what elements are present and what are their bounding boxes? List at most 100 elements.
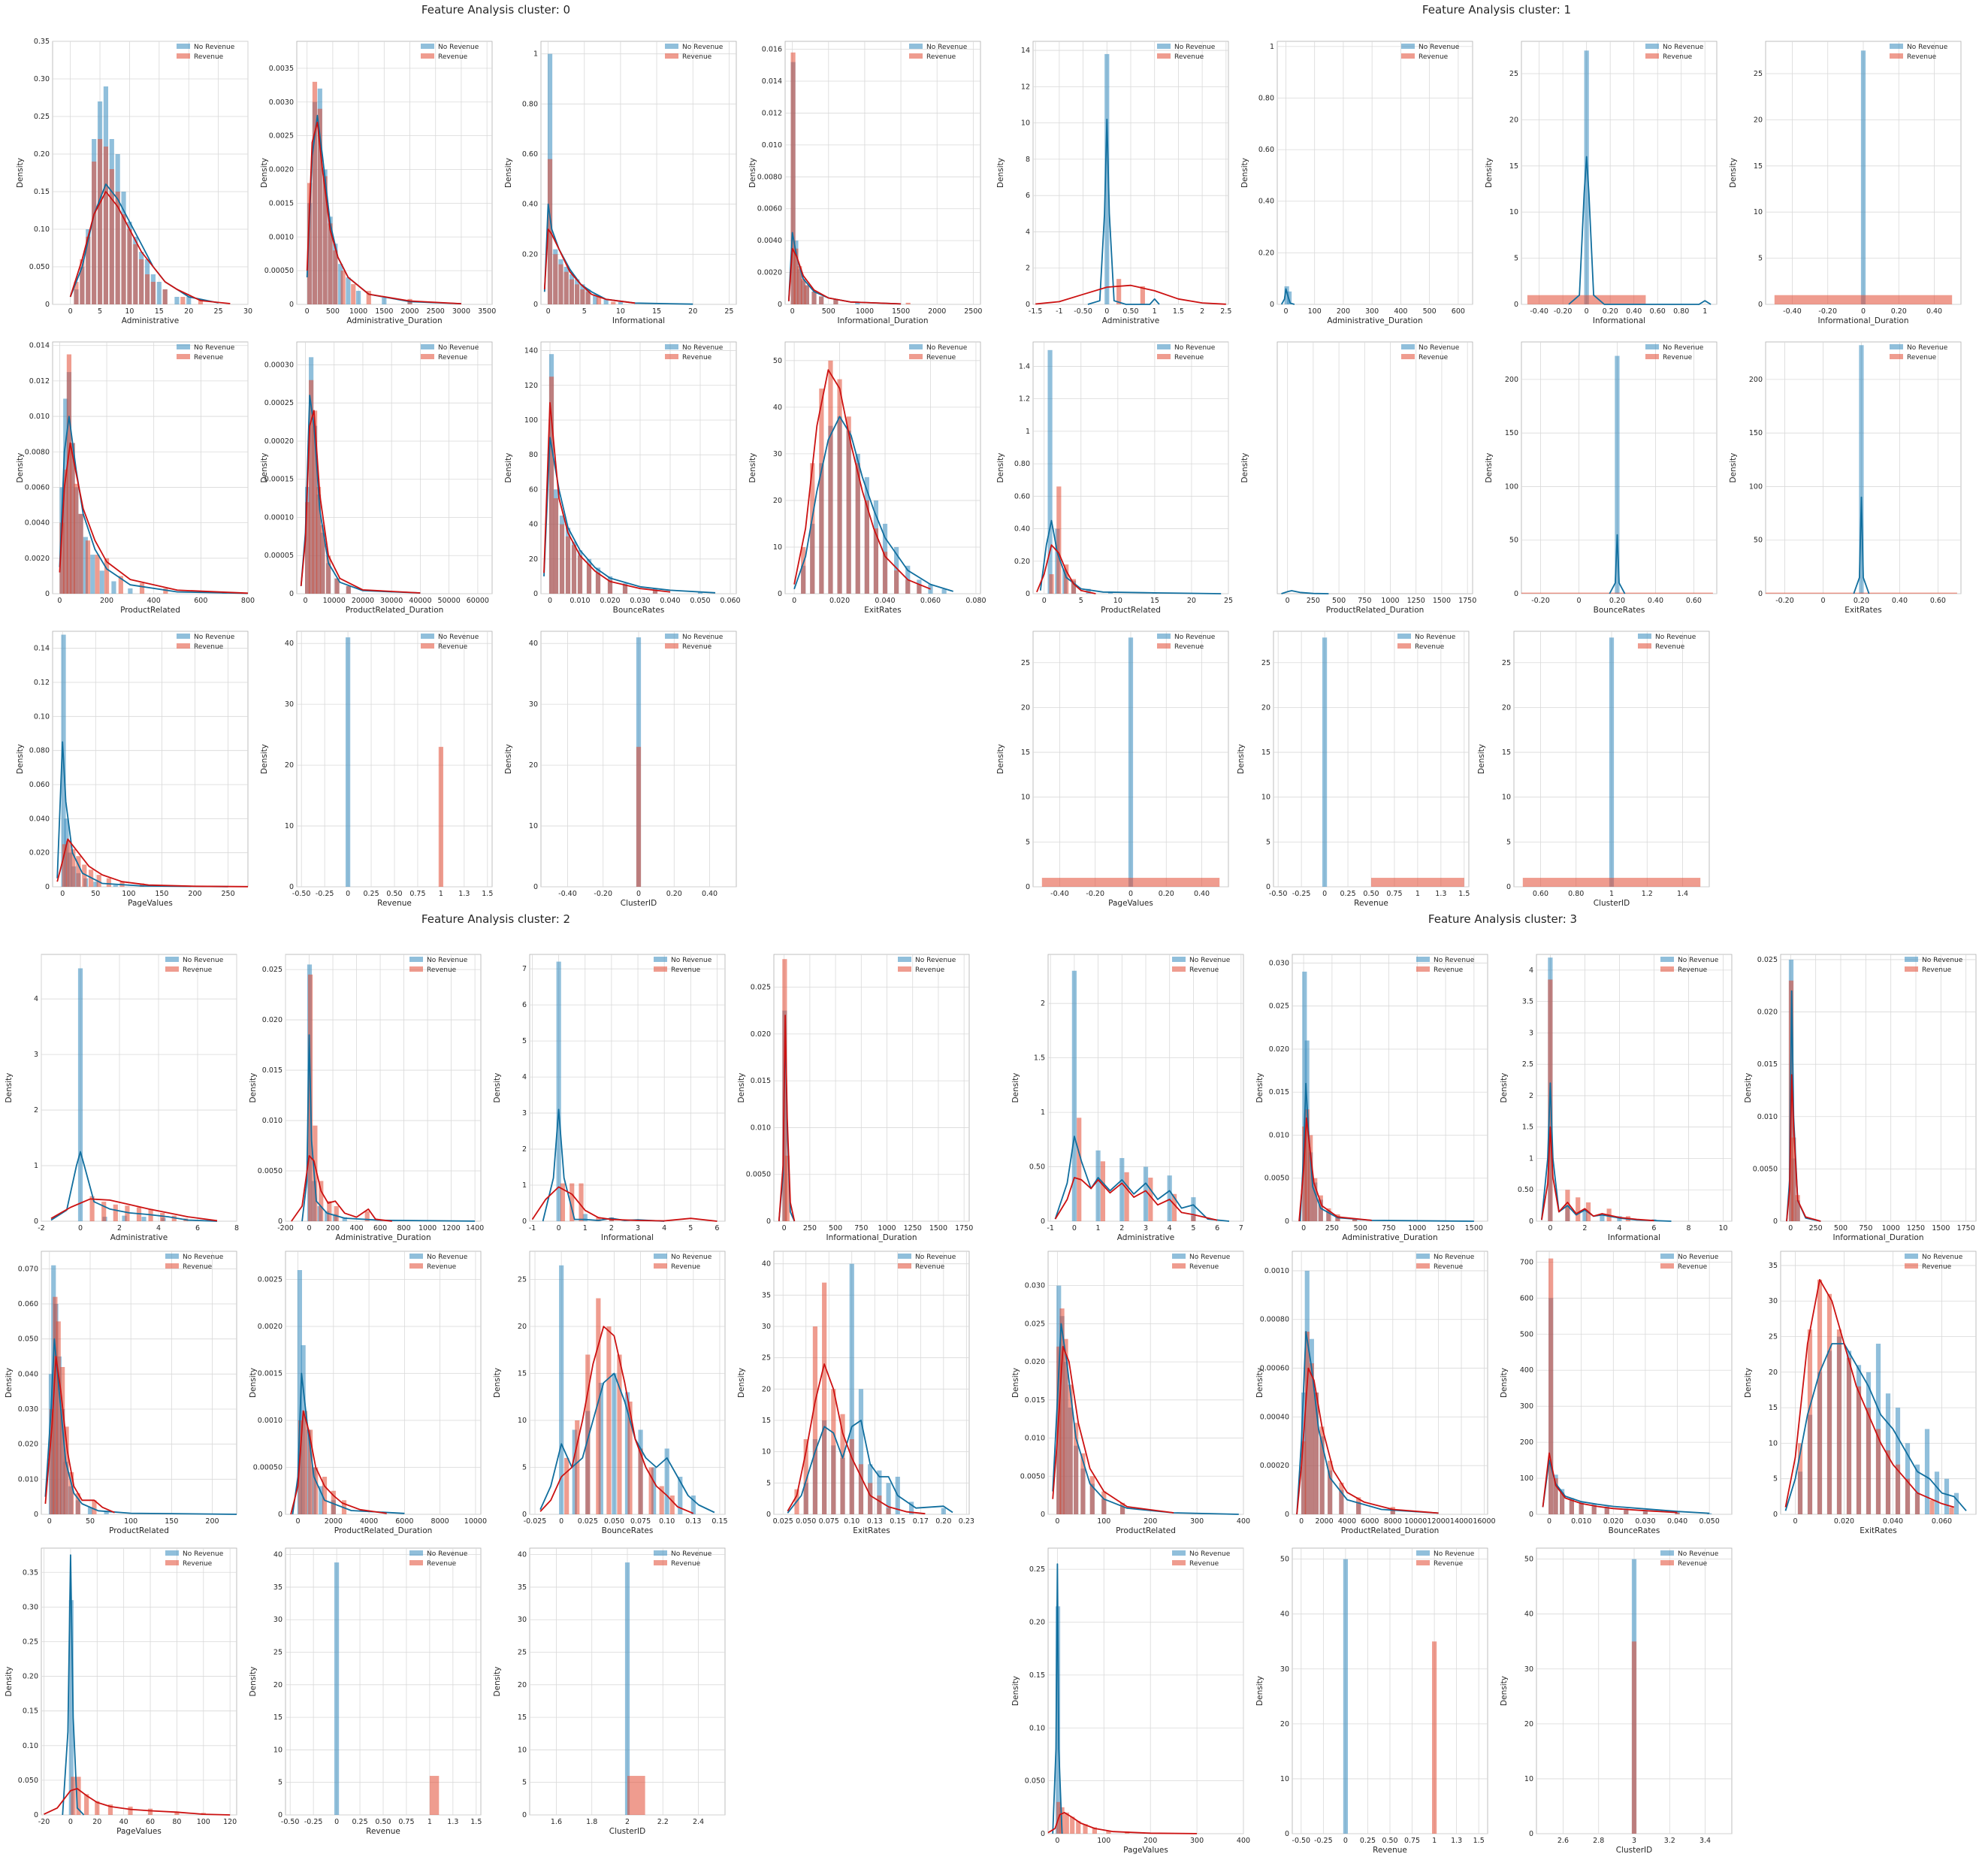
revenue-bar xyxy=(784,1155,790,1221)
revenue-bar xyxy=(82,864,87,887)
revenue-bar xyxy=(328,223,333,304)
x-tick-label: 8 xyxy=(234,1224,239,1232)
revenue-bar xyxy=(1675,1513,1680,1514)
revenue-bar xyxy=(1560,1493,1565,1514)
x-tick-label: 0 xyxy=(1128,890,1133,898)
y-tick-label: 0 xyxy=(522,1811,527,1819)
no-revenue-bar xyxy=(156,282,162,304)
x-tick-label: 8 xyxy=(1686,1224,1690,1232)
x-tick-label: 100 xyxy=(122,890,135,898)
no-revenue-legend-swatch xyxy=(909,344,923,349)
y-tick-label: 0.0050 xyxy=(1753,1165,1778,1173)
x-axis-label: Revenue xyxy=(1354,899,1388,908)
y-tick-label: 0.020 xyxy=(1269,1045,1289,1054)
x-tick-label: 1200 xyxy=(443,1224,461,1232)
x-tick-label: -200 xyxy=(277,1224,294,1232)
x-tick-label: 2 xyxy=(1200,307,1204,316)
y-tick-label: 0.10 xyxy=(34,712,50,721)
x-tick-label: 1000 xyxy=(856,307,874,316)
x-tick-label: 0.75 xyxy=(1386,890,1402,898)
legend: No Revenue Revenue xyxy=(409,957,468,974)
y-tick-label: 10 xyxy=(1280,1775,1289,1783)
no-revenue-bar xyxy=(556,961,561,1221)
revenue-legend-swatch xyxy=(409,1263,423,1269)
x-tick-label: 400 xyxy=(1394,307,1407,316)
x-tick-label: 1.3 xyxy=(458,890,470,898)
no-revenue-legend-swatch xyxy=(421,344,434,349)
y-tick-label: 20 xyxy=(518,1323,527,1331)
revenue-bar xyxy=(1905,1478,1911,1514)
revenue-bar xyxy=(63,469,68,594)
no-revenue-bar xyxy=(1895,1408,1901,1514)
no-revenue-legend-swatch xyxy=(1890,44,1903,49)
legend-label: No Revenue xyxy=(1189,1550,1231,1558)
y-tick-label: 0.80 xyxy=(522,100,538,108)
x-tick-label: -0.50 xyxy=(281,1818,300,1826)
y-tick-label: 3 xyxy=(1529,1029,1533,1037)
legend: No Revenue Revenue xyxy=(421,634,479,651)
no-revenue-legend-swatch xyxy=(1416,957,1430,962)
y-tick-label: 20 xyxy=(762,1385,771,1393)
x-tick-label: 1.5 xyxy=(1458,890,1470,898)
y-tick-label: 35 xyxy=(762,1291,771,1299)
no-revenue-legend-swatch xyxy=(898,957,911,962)
revenue-bar xyxy=(139,582,145,594)
legend-label: No Revenue xyxy=(1174,44,1216,51)
no-revenue-legend-swatch xyxy=(654,957,667,962)
legend-label: No Revenue xyxy=(1922,1254,1963,1261)
y-tick-label: 0 xyxy=(34,1511,38,1519)
y-tick-label: 0.25 xyxy=(1029,1565,1045,1574)
revenue-bar xyxy=(327,1201,332,1221)
revenue-kde-line xyxy=(1784,1278,1955,1508)
no-revenue-bar xyxy=(624,1392,630,1514)
no-revenue-kde-line xyxy=(543,437,716,594)
x-tick-label: 0.075 xyxy=(819,1517,839,1526)
y-axis-label: Density xyxy=(1240,453,1249,483)
y-tick-label: 0.010 xyxy=(751,1124,771,1132)
revenue-bar xyxy=(101,1202,107,1221)
y-tick-label: 0.40 xyxy=(522,201,538,209)
legend: No Revenue Revenue xyxy=(665,344,724,361)
x-tick-label: 0.050 xyxy=(604,1517,624,1526)
y-tick-label: 0 xyxy=(1026,590,1030,598)
x-tick-label: 10 xyxy=(1113,597,1122,605)
y-tick-label: 0.025 xyxy=(1757,956,1778,964)
legend-label: Revenue xyxy=(915,966,945,974)
x-tick-label: 500 xyxy=(829,1224,842,1232)
x-axis-label: ClusterID xyxy=(1594,899,1630,908)
no-revenue-bar xyxy=(186,297,192,304)
revenue-bar xyxy=(313,1125,318,1221)
legend-label: No Revenue xyxy=(1189,1254,1231,1261)
y-tick-label: 0.0025 xyxy=(269,132,294,141)
legend-label: Revenue xyxy=(1922,1263,1952,1271)
x-tick-label: 1250 xyxy=(1437,1224,1455,1232)
y-tick-label: 15 xyxy=(273,1713,282,1722)
x-tick-label: -0.20 xyxy=(1531,597,1550,605)
x-tick-label: 2000 xyxy=(400,307,418,316)
legend-label: No Revenue xyxy=(926,344,968,352)
revenue-bar xyxy=(325,555,331,594)
y-tick-label: 0.030 xyxy=(1025,1282,1045,1290)
x-axis-label: BounceRates xyxy=(613,606,665,615)
revenue-legend-swatch xyxy=(177,643,190,649)
x-axis-label: Administrative_Duration xyxy=(1342,1233,1437,1242)
revenue-bar xyxy=(298,1420,304,1514)
y-tick-label: 50 xyxy=(1509,537,1518,545)
y-tick-label: 700 xyxy=(1520,1258,1533,1266)
no-revenue-legend-swatch xyxy=(1905,957,1918,962)
legend-label: Revenue xyxy=(682,53,712,61)
legend-label: No Revenue xyxy=(194,634,235,641)
y-tick-label: 0.50 xyxy=(1029,1163,1045,1172)
y-tick-label: 15 xyxy=(1769,1404,1778,1412)
y-tick-label: 0 xyxy=(45,883,50,891)
no-revenue-bar xyxy=(598,1383,603,1514)
x-axis-label: Informational xyxy=(612,316,665,325)
no-revenue-bar xyxy=(1953,1493,1959,1514)
y-tick-label: 1.5 xyxy=(1034,1054,1045,1063)
legend-label: Revenue xyxy=(1922,966,1952,974)
y-tick-label: 60 xyxy=(529,485,538,494)
revenue-bar xyxy=(160,1212,165,1221)
y-tick-label: 15 xyxy=(1509,162,1518,171)
x-tick-label: -1 xyxy=(1056,307,1062,316)
x-tick-label: -0.50 xyxy=(292,890,311,898)
